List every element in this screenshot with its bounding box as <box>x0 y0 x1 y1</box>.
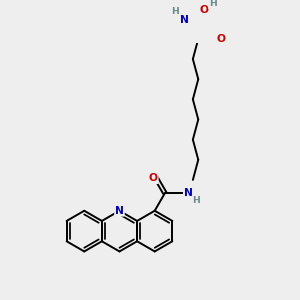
Text: O: O <box>200 4 209 14</box>
Text: N: N <box>180 15 189 25</box>
Text: H: H <box>209 0 216 8</box>
Text: O: O <box>216 34 225 44</box>
Text: H: H <box>171 7 179 16</box>
Text: N: N <box>184 188 193 198</box>
Text: N: N <box>115 206 124 216</box>
Text: O: O <box>149 173 158 183</box>
Text: H: H <box>193 196 200 205</box>
